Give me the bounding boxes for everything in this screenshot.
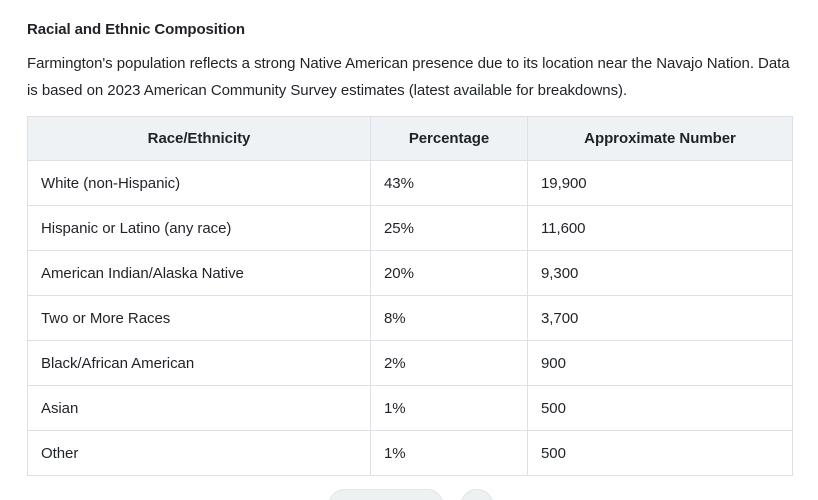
cell-race: Other: [27, 430, 371, 476]
table-row: White (non-Hispanic) 43% 19,900: [27, 160, 793, 206]
race-ethnicity-table: Race/Ethnicity Percentage Approximate Nu…: [27, 116, 793, 476]
column-header-approximate-number: Approximate Number: [527, 116, 793, 161]
table-row: Other 1% 500: [27, 430, 793, 476]
cell-percentage: 1%: [370, 430, 528, 476]
cell-race: American Indian/Alaska Native: [27, 250, 371, 296]
cell-number: 19,900: [527, 160, 793, 206]
table-body: White (non-Hispanic) 43% 19,900 Hispanic…: [27, 160, 793, 476]
action-round-button[interactable]: [460, 489, 494, 500]
column-header-race-ethnicity: Race/Ethnicity: [27, 116, 371, 161]
cell-percentage: 25%: [370, 205, 528, 251]
table-header: Race/Ethnicity Percentage Approximate Nu…: [27, 116, 793, 161]
table-row: Asian 1% 500: [27, 385, 793, 431]
cell-percentage: 1%: [370, 385, 528, 431]
cell-percentage: 20%: [370, 250, 528, 296]
table-row: American Indian/Alaska Native 20% 9,300: [27, 250, 793, 296]
section-title: Racial and Ethnic Composition: [27, 21, 245, 38]
action-pill-button[interactable]: [328, 489, 444, 500]
table-row: Black/African American 2% 900: [27, 340, 793, 386]
column-header-percentage: Percentage: [370, 116, 528, 161]
cell-race: Hispanic or Latino (any race): [27, 205, 371, 251]
table-row: Two or More Races 8% 3,700: [27, 295, 793, 341]
cell-number: 3,700: [527, 295, 793, 341]
cell-race: Two or More Races: [27, 295, 371, 341]
intro-paragraph: Farmington's population reflects a stron…: [27, 55, 790, 99]
cell-race: Asian: [27, 385, 371, 431]
table-row: Hispanic or Latino (any race) 25% 11,600: [27, 205, 793, 251]
cell-number: 900: [527, 340, 793, 386]
bottom-action-bar: [328, 489, 494, 500]
cell-number: 500: [527, 385, 793, 431]
cell-percentage: 2%: [370, 340, 528, 386]
cell-number: 9,300: [527, 250, 793, 296]
cell-race: Black/African American: [27, 340, 371, 386]
cell-number: 11,600: [527, 205, 793, 251]
cell-percentage: 8%: [370, 295, 528, 341]
document-content: Racial and Ethnic Composition Farmington…: [27, 21, 793, 476]
cell-percentage: 43%: [370, 160, 528, 206]
table-header-row: Race/Ethnicity Percentage Approximate Nu…: [27, 116, 793, 161]
cell-race: White (non-Hispanic): [27, 160, 371, 206]
cell-number: 500: [527, 430, 793, 476]
